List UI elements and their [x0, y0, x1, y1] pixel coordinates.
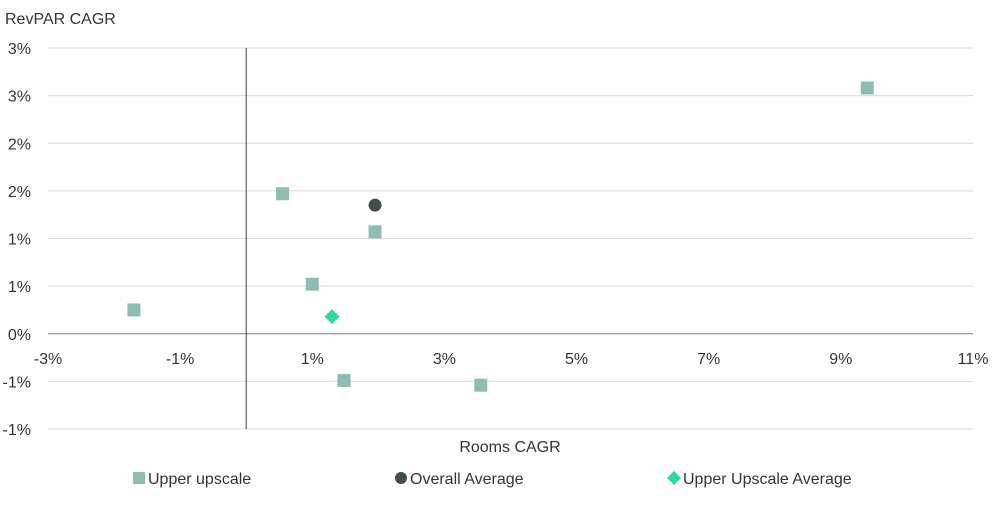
x-tick-label-4: 5% — [565, 351, 588, 368]
x-tick-label-2: 1% — [301, 351, 324, 368]
gridlines — [48, 47, 973, 430]
y-tick-label-5: 2% — [8, 184, 31, 201]
y-tick-label-3: 1% — [8, 279, 31, 296]
x-tick-label-7: 11% — [958, 351, 989, 368]
y-tick-label-0: -1% — [3, 422, 31, 439]
legend-label-upper-upscale: Upper upscale — [148, 471, 251, 488]
data-points — [127, 81, 874, 392]
y-tick-label-1: -1% — [3, 374, 31, 391]
y-tick-label-4: 1% — [8, 232, 31, 249]
point-upper-upscale-2 — [305, 277, 319, 291]
y-tick-label-6: 2% — [8, 136, 31, 153]
legend-label-upper-upscale-average: Upper Upscale Average — [683, 471, 852, 488]
y-tick-label-7: 3% — [8, 89, 31, 106]
y-tick-label-2: 0% — [8, 327, 31, 344]
x-tick-label-1: -1% — [166, 351, 194, 368]
legend: Upper upscale Overall Average Upper Upscal… — [133, 471, 852, 488]
point-upper-upscale-0 — [127, 303, 141, 317]
x-axis-label: Rooms CAGR — [459, 439, 560, 456]
point-overall-average-0 — [368, 198, 382, 212]
point-upper-upscale-3 — [368, 225, 382, 239]
tick-labels: -1%-1%0%1%1%2%2%3%3%-3% -1% 1% 3% 5% 7% 9% 11% — [3, 41, 989, 439]
legend-marker-overall-average — [395, 472, 407, 484]
point-upper-upscale-average-0 — [324, 309, 340, 325]
point-upper-upscale-5 — [474, 378, 488, 392]
legend-marker-upper-upscale — [133, 472, 145, 484]
x-tick-label-5: 7% — [697, 351, 720, 368]
y-axis-label: RevPAR CAGR — [5, 11, 116, 28]
legend-marker-upper-upscale-average — [667, 471, 681, 485]
x-tick-label-0: -3% — [34, 351, 62, 368]
x-tick-label-3: 3% — [433, 351, 456, 368]
legend-label-overall-average: Overall Average — [410, 471, 524, 488]
y-tick-label-8: 3% — [8, 41, 31, 58]
point-upper-upscale-4 — [337, 373, 351, 387]
x-tick-label-6: 9% — [829, 351, 852, 368]
axes — [48, 48, 973, 429]
point-upper-upscale-6 — [860, 81, 874, 95]
point-upper-upscale-1 — [276, 187, 290, 201]
